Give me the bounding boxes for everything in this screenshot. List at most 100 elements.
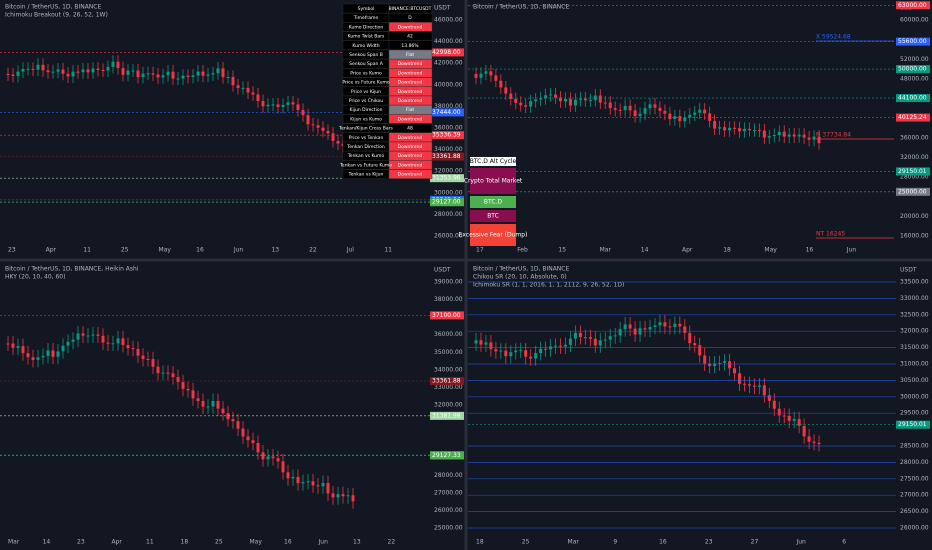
candle [747, 384, 751, 386]
candle [256, 443, 260, 453]
price-tag-label: 29127.33 [432, 452, 461, 459]
legend-item [470, 210, 516, 222]
price-label: 46000.00 [434, 17, 463, 24]
time-label: 9 [613, 539, 617, 546]
indicator: Chikou SR (20, 10, Absolute, 0) [473, 274, 567, 281]
candle [326, 482, 330, 494]
table-value: 13.86% [401, 43, 419, 49]
price-label: 60000.00 [900, 17, 929, 24]
legend-item [470, 224, 516, 246]
time-label: 23 [705, 539, 713, 546]
candle [191, 75, 195, 77]
candle [141, 73, 145, 78]
candle [116, 61, 120, 69]
candle [76, 333, 80, 340]
candle [221, 68, 225, 78]
candle [86, 335, 90, 337]
candle [733, 368, 737, 374]
price-label: 44000.00 [434, 38, 463, 45]
candle [563, 344, 567, 347]
candle [688, 332, 692, 344]
candle [718, 362, 722, 364]
price-label: 30000.00 [900, 393, 929, 400]
candle [598, 95, 602, 103]
candle [321, 127, 325, 131]
candle [321, 482, 325, 487]
candle [111, 61, 115, 67]
price-tag [430, 152, 464, 161]
price-tag [896, 167, 930, 176]
table-value: BINANCE:BTCUSDT [389, 6, 432, 12]
table-value: Downtrend [398, 61, 423, 67]
candle [296, 104, 300, 111]
indicator: HKY (20, 10, 40, 60) [5, 274, 65, 281]
candle [291, 102, 295, 105]
time-label: May [159, 247, 172, 254]
table-key: Timeframe [353, 15, 379, 21]
table-value: D [408, 15, 412, 21]
candle [26, 68, 30, 70]
price-tag-label: 63000.00 [898, 2, 927, 9]
price-label: 26500.00 [900, 508, 929, 515]
candle [817, 442, 821, 445]
candle [767, 395, 771, 401]
time-label: May [764, 247, 777, 254]
candle [186, 75, 190, 77]
candle [529, 101, 533, 107]
table-value: Downtrend [398, 153, 423, 159]
price-tag [430, 48, 464, 57]
candle [658, 107, 662, 111]
candle [21, 346, 25, 354]
candle [121, 68, 125, 75]
candle [628, 105, 632, 111]
candle [653, 325, 657, 328]
table-cell [388, 104, 433, 115]
candle [271, 456, 275, 459]
price-tag-label: 42998.00 [432, 49, 461, 56]
candle [504, 87, 508, 94]
time-label: May [250, 539, 263, 546]
candle [708, 363, 712, 366]
table-value: 42 [407, 34, 413, 40]
candle [479, 340, 483, 345]
candle [504, 350, 508, 357]
candle [161, 372, 165, 374]
candle [713, 363, 717, 366]
candle [106, 342, 110, 344]
table-cell [388, 169, 433, 179]
table-value: Flat [406, 107, 415, 113]
time-label: 18 [181, 539, 189, 546]
time-label: 11 [83, 247, 91, 254]
table-key: Kijun vs Kumo [350, 116, 382, 122]
candle [211, 400, 215, 407]
price-label: 33000.00 [434, 384, 463, 391]
candle [593, 95, 597, 101]
candle [698, 345, 702, 356]
candle [306, 115, 310, 125]
table-value: Downtrend [398, 24, 423, 30]
time-label: 17 [476, 247, 484, 254]
legend-item [470, 168, 516, 194]
candle [231, 76, 235, 86]
candle [578, 98, 582, 100]
table-value: Downtrend [398, 89, 423, 95]
price-label: 28000.00 [434, 472, 463, 479]
candle [216, 400, 220, 409]
candle [131, 70, 135, 72]
time-label: 16 [806, 247, 814, 254]
price-label: 16000.00 [900, 233, 929, 240]
price-tag [896, 113, 930, 122]
candle [281, 461, 285, 473]
legend-box [470, 157, 516, 166]
candle [41, 64, 45, 71]
table-cell [388, 59, 433, 69]
candle [266, 456, 270, 460]
candle [737, 373, 741, 384]
price-tag-label: 55600.00 [898, 38, 927, 45]
table-key: Tenkan Direction [346, 144, 385, 150]
candle [509, 352, 513, 357]
time-label: 27 [751, 539, 759, 546]
candle [251, 92, 255, 95]
price-label: 36000.00 [434, 331, 463, 338]
